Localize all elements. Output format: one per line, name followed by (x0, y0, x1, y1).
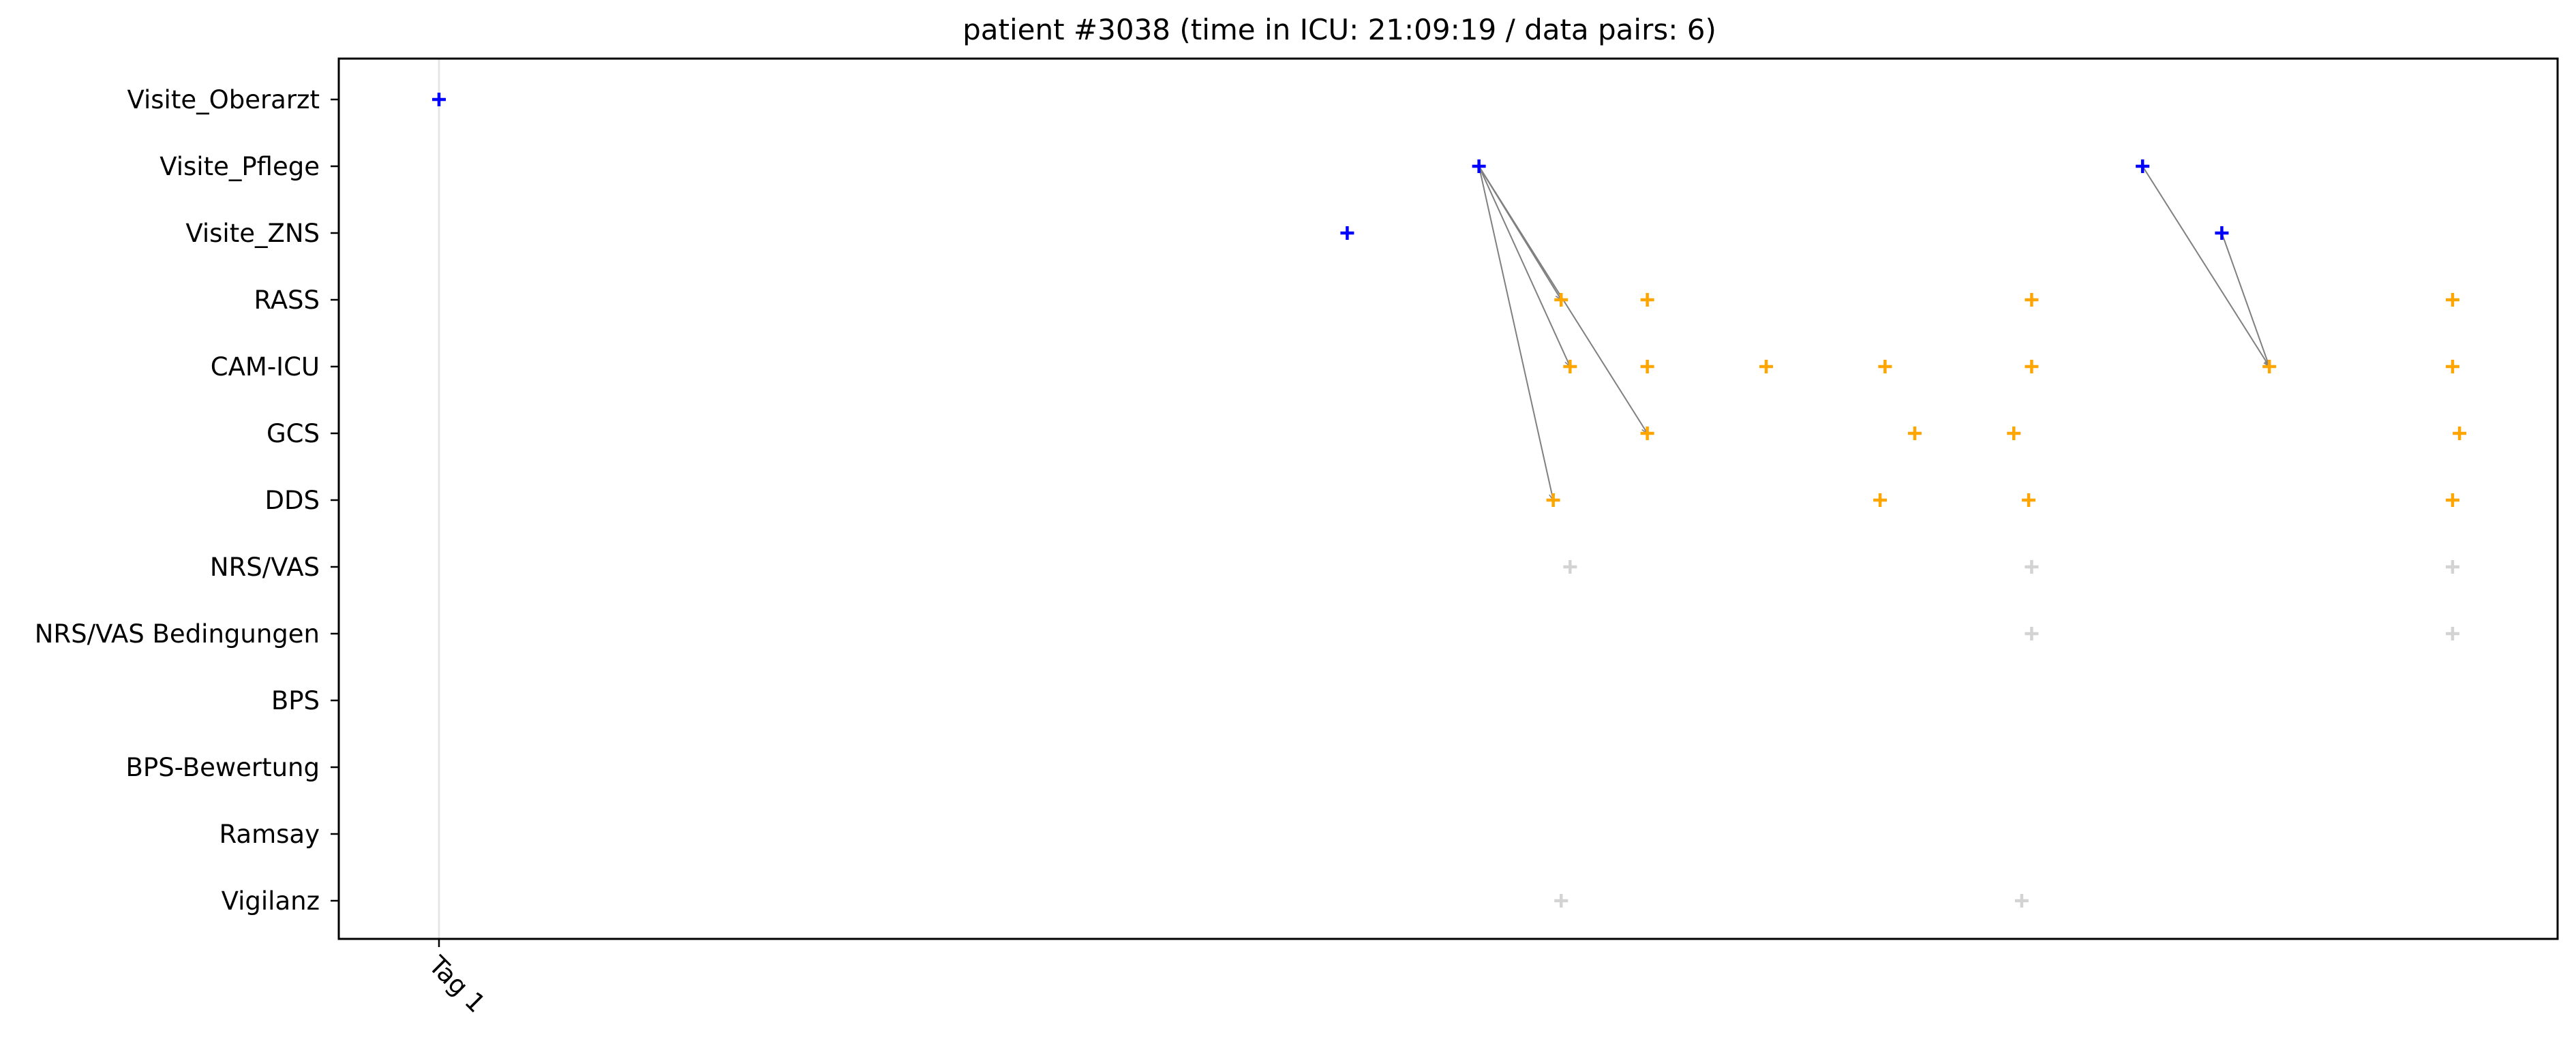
data-point (2445, 293, 2459, 307)
data-point (2136, 159, 2150, 173)
data-point (2025, 627, 2039, 640)
data-point (2025, 560, 2039, 574)
x-tick-label: Tag 1 (423, 950, 491, 1018)
data-point (1554, 894, 1569, 908)
y-tick-label: GCS (267, 419, 320, 448)
y-tick-label: NRS/VAS Bedingungen (35, 619, 320, 649)
y-tick-label: Visite_Oberarzt (127, 85, 320, 114)
data-point (2262, 360, 2277, 373)
data-point (2022, 493, 2036, 507)
data-point (1878, 360, 1892, 373)
data-point (1640, 360, 1654, 373)
data-point (1873, 493, 1888, 507)
y-tick-label: Visite_ZNS (185, 219, 320, 248)
plot-frame (337, 57, 2559, 940)
data-point (1759, 360, 1774, 373)
data-point (2445, 360, 2459, 373)
data-point (2014, 894, 2029, 908)
data-point (1554, 293, 1569, 307)
pair-arrow (2142, 166, 2269, 367)
data-point (2453, 427, 2467, 440)
x-axis: Tag 1 (423, 939, 491, 1019)
y-tick-label: DDS (265, 486, 320, 515)
data-point (1907, 427, 1922, 440)
data-points (432, 93, 2467, 908)
chart-title: patient #3038 (time in ICU: 21:09:19 / d… (963, 13, 1716, 46)
pair-arrows (1478, 166, 2269, 500)
data-point (1640, 293, 1654, 307)
data-point (1640, 427, 1654, 440)
y-tick-label: BPS (271, 686, 320, 715)
data-point (1340, 226, 1354, 240)
y-tick-label: RASS (254, 285, 320, 315)
data-point (1472, 159, 1486, 173)
data-point (432, 93, 446, 106)
data-point (1563, 560, 1577, 574)
pair-arrow (1478, 166, 1554, 500)
data-point (2445, 493, 2459, 507)
data-point (1563, 360, 1577, 373)
data-point (2445, 627, 2459, 640)
y-tick-label: Ramsay (219, 820, 320, 849)
pair-arrow (1478, 166, 1571, 367)
data-point (2025, 360, 2039, 373)
data-point (2215, 226, 2229, 240)
data-point (2007, 427, 2021, 440)
pair-arrow (2221, 232, 2269, 367)
y-tick-label: NRS/VAS (210, 553, 320, 582)
y-tick-label: Visite_Pflege (160, 152, 320, 181)
y-tick-label: BPS-Bewertung (126, 753, 320, 782)
data-point (2025, 293, 2039, 307)
data-point (2445, 560, 2459, 574)
y-tick-label: CAM-ICU (211, 352, 320, 382)
data-point (1546, 493, 1560, 507)
y-axis: Visite_Oberarzt Visite_Pflege Visite_ZNS RA… (35, 85, 339, 916)
y-tick-label: Vigilanz (222, 886, 320, 916)
